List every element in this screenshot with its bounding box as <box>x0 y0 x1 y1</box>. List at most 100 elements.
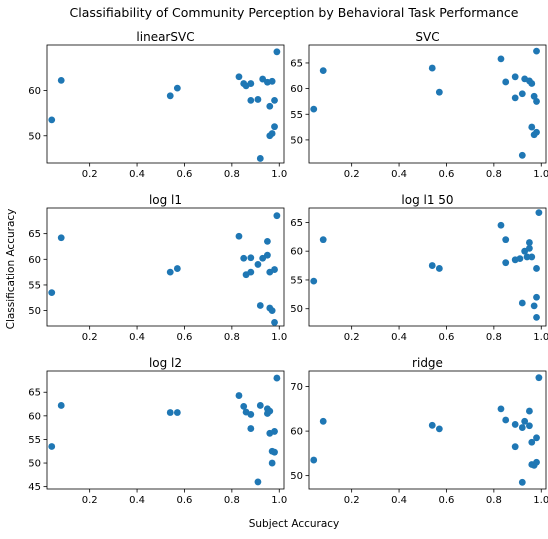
x-tick-label: 1.0 <box>271 169 287 180</box>
y-tick-label: 65 <box>290 58 303 69</box>
scatter-point <box>435 425 443 433</box>
subplot-SVC: SVC 0.2 0.4 0.6 0.8 1.0 50 55 60 65 <box>290 30 548 180</box>
x-tick-label: 0.2 <box>82 332 98 343</box>
subplot-ridge: ridge 0.2 0.4 0.6 0.8 1.0 50 60 70 <box>290 356 548 506</box>
figure-ylabel: Classification Accuracy <box>5 209 17 330</box>
y-tick-label: 55 <box>290 275 303 286</box>
scatter-point <box>247 80 255 87</box>
subplots: linearSVC 0.2 0.4 0.6 0.8 1.0 50 60 SVC 0.2 0.4 0.6… <box>28 30 548 506</box>
scatter-point <box>502 416 510 424</box>
x-tick-label: 1.0 <box>271 332 287 343</box>
y-tick-label: 55 <box>28 435 41 446</box>
scatter-point <box>310 105 318 113</box>
axes-frame <box>308 44 547 164</box>
scatter-point <box>273 48 281 56</box>
scatter-point <box>235 392 243 399</box>
y-tick-label: 70 <box>290 382 303 393</box>
scatter-point <box>518 424 526 431</box>
scatter-point <box>310 456 318 464</box>
scatter-point <box>166 268 174 276</box>
scatter-point <box>271 448 278 456</box>
scatter-point <box>271 123 278 131</box>
scatter-point <box>535 374 543 382</box>
x-tick-label: 0.8 <box>486 332 502 343</box>
scatter-point <box>530 302 538 310</box>
scatter-point <box>173 84 181 92</box>
scatter-point <box>533 128 540 136</box>
y-tick-label: 65 <box>290 218 303 229</box>
x-tick-label: 1.0 <box>533 332 548 343</box>
axes-frame <box>46 44 285 164</box>
scatter-point <box>48 443 56 450</box>
figure-xlabel: Subject Accuracy <box>249 518 340 530</box>
x-tick-label: 0.4 <box>391 332 407 343</box>
x-tick-label: 0.4 <box>129 332 145 343</box>
subplot-log-l1-50: log l1 50 0.2 0.4 0.6 0.8 1.0 50 55 60 65 <box>290 193 548 343</box>
scatter-point <box>271 319 278 326</box>
figure-suptitle: Classifiability of Community Perception … <box>70 5 519 20</box>
axes-frame <box>46 370 285 490</box>
scatter-point <box>428 64 436 72</box>
scatter-point <box>310 277 318 285</box>
x-tick-label: 0.8 <box>224 169 240 180</box>
scatter-point <box>273 212 281 220</box>
scatter-point <box>271 266 278 273</box>
scatter-point <box>240 403 248 410</box>
y-tick-label: 45 <box>28 482 41 493</box>
subplot-log-l1: log l1 0.2 0.4 0.6 0.8 1.0 50 55 60 65 <box>28 193 287 343</box>
scatter-point <box>518 299 526 307</box>
x-tick-label: 0.2 <box>344 495 360 506</box>
y-tick-label: 55 <box>28 280 41 291</box>
y-tick-label: 60 <box>290 427 303 438</box>
x-tick-label: 0.4 <box>391 495 407 506</box>
scatter-point <box>511 421 519 428</box>
scatter-point <box>48 289 56 297</box>
scatter-point <box>254 96 262 103</box>
scatter-point <box>247 254 255 262</box>
scatter-point <box>57 234 65 242</box>
scatter-point <box>319 417 327 425</box>
scatter-point <box>235 232 243 240</box>
scatter-point <box>166 409 174 416</box>
scatter-point <box>533 458 540 466</box>
scatter-point <box>528 253 536 261</box>
y-tick-label: 50 <box>290 471 303 482</box>
scatter-point <box>254 261 262 268</box>
axes-frame <box>46 207 285 327</box>
subplot-title: log l1 50 <box>401 193 453 207</box>
subplot-title: linearSVC <box>136 30 194 44</box>
x-tick-label: 0.6 <box>177 495 193 506</box>
scatter-point <box>264 251 271 259</box>
y-tick-label: 60 <box>28 411 41 422</box>
x-tick-label: 0.2 <box>344 169 360 180</box>
axes-frame <box>308 207 547 327</box>
x-tick-label: 1.0 <box>533 169 548 180</box>
scatter-point <box>533 265 540 272</box>
scatter-point <box>240 254 248 262</box>
scatter-point <box>497 221 505 229</box>
scatter-point <box>523 253 531 261</box>
y-tick-label: 50 <box>28 131 41 142</box>
x-tick-label: 0.6 <box>439 332 455 343</box>
x-tick-label: 0.6 <box>177 332 193 343</box>
scatter-point <box>273 374 281 382</box>
scatter-point <box>271 428 278 435</box>
scatter-point <box>502 236 510 244</box>
scatter-point <box>428 421 436 429</box>
scatter-point <box>511 443 519 451</box>
scatter-point <box>247 411 255 418</box>
scatter-point <box>247 425 255 432</box>
subplot-linearSVC: linearSVC 0.2 0.4 0.6 0.8 1.0 50 60 <box>28 30 287 180</box>
scatter-point <box>511 94 519 102</box>
scatter-point <box>254 478 262 486</box>
scatter-point <box>166 92 174 100</box>
scatter-point <box>266 102 274 110</box>
scatter-point <box>268 307 276 315</box>
x-tick-label: 0.8 <box>224 332 240 343</box>
scatter-point <box>256 302 264 309</box>
scatter-point <box>526 244 533 252</box>
x-tick-label: 0.2 <box>82 495 98 506</box>
scatter-point <box>173 265 181 272</box>
scatter-point <box>533 293 540 301</box>
